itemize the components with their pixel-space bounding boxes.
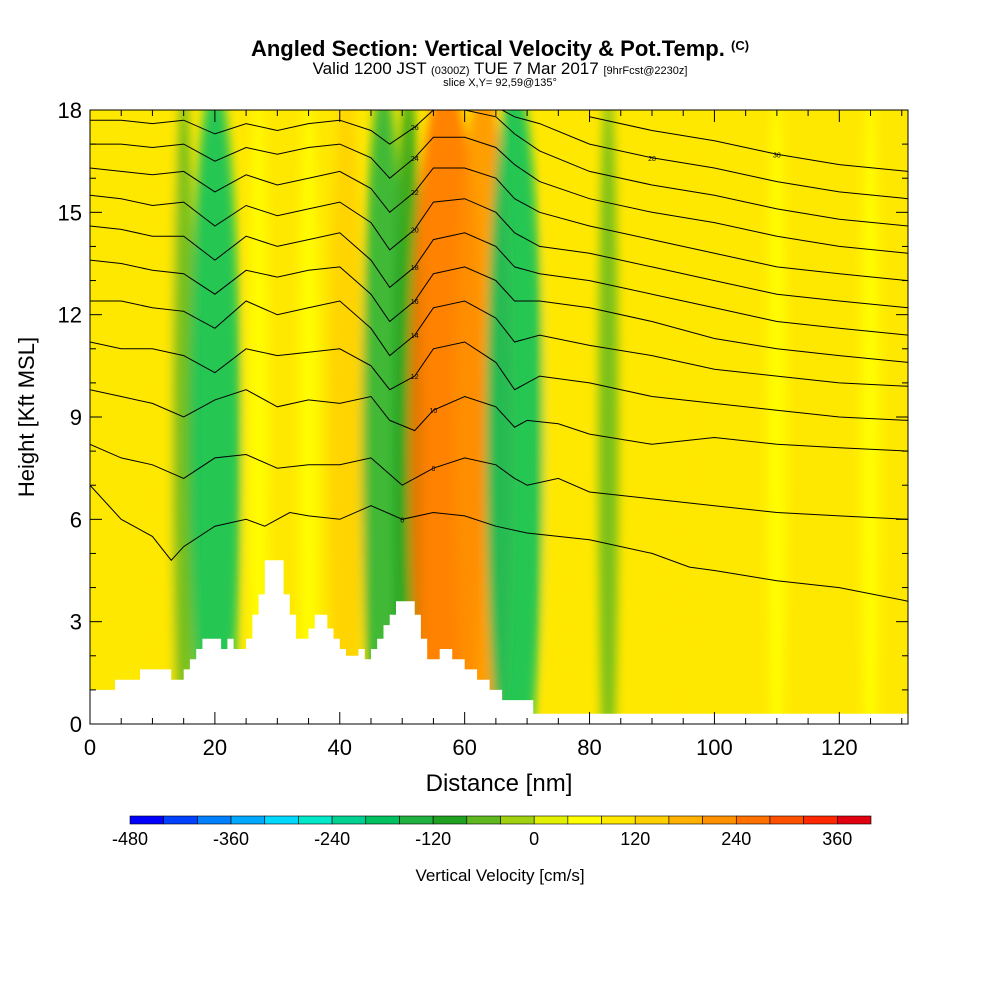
y-tick-label: 15: [58, 200, 82, 225]
velocity-band-3: [248, 110, 269, 724]
velocity-band-14: [766, 110, 787, 724]
colorbar-swatch: [129, 815, 164, 825]
colorbar-tick-label: 0: [529, 829, 539, 849]
velocity-band-11: [546, 110, 570, 724]
x-tick-label: 20: [203, 735, 227, 760]
colorbar-swatch: [399, 815, 434, 825]
slice-info: slice X,Y= 92,59@135°: [443, 77, 557, 89]
colorbar-tick-label: 120: [620, 829, 650, 849]
contour-label: 18: [411, 265, 419, 272]
velocity-band-2: [189, 110, 241, 724]
colorbar-swatch: [567, 815, 602, 825]
colorbar-tick-label: 240: [721, 829, 751, 849]
x-tick-label: 100: [696, 735, 733, 760]
contour-label: 28: [648, 156, 656, 163]
forecast-info: [9hrFcst@2230z]: [603, 65, 688, 77]
y-tick-label: 12: [58, 303, 82, 328]
contour-label: 10: [430, 408, 438, 415]
theta-contour-26: [90, 110, 908, 227]
velocity-band-12: [598, 110, 619, 724]
colorbar-swatch: [634, 815, 670, 825]
colorbar-swatch: [702, 815, 737, 825]
contour-label: 24: [411, 156, 419, 163]
theta-contour-16: [90, 259, 908, 363]
contour-label: 22: [411, 190, 419, 197]
velocity-band-5: [328, 110, 364, 724]
colorbar-swatch: [500, 815, 535, 825]
colorbar-tick-label: -480: [112, 829, 148, 849]
contour-label: 12: [411, 374, 419, 381]
colorbar-swatch: [803, 815, 838, 825]
y-tick-label: 9: [70, 405, 82, 430]
theta-contour-12: [90, 341, 908, 421]
y-tick-label: 6: [70, 507, 82, 532]
theta-contour-14: [90, 300, 908, 387]
contour-label: 8: [431, 466, 435, 473]
velocity-band-4: [298, 110, 319, 724]
x-tick-label: 40: [328, 735, 352, 760]
contour-label: 20: [411, 227, 419, 234]
x-axis-label: Distance [nm]: [426, 770, 573, 797]
colorbar-tick-label: -360: [213, 829, 249, 849]
velocity-band-10: [486, 110, 544, 724]
colorbar-swatch: [163, 815, 198, 825]
theta-contour-28: [501, 110, 908, 200]
theta-contour-30: [589, 116, 908, 172]
colorbar-swatch: [735, 815, 771, 825]
colorbar-swatch: [432, 815, 468, 825]
valid-prefix: Valid 1200 JST: [312, 59, 427, 78]
colorbar-swatch: [230, 815, 266, 825]
colorbar-tick-label: -240: [314, 829, 350, 849]
contour-label: 30: [773, 152, 781, 159]
valid-date: TUE 7 Mar 2017: [474, 59, 599, 78]
colorbar-tick-label: -120: [415, 829, 451, 849]
theta-contour-20: [90, 194, 908, 309]
valid-z: (0300Z): [431, 65, 470, 77]
colorbar-swatch: [668, 815, 703, 825]
velocity-band-0: [150, 110, 180, 724]
y-tick-label: 18: [58, 98, 82, 123]
theta-contour-10: [90, 389, 908, 452]
colorbar-swatch: [365, 815, 400, 825]
velocity-band-15: [860, 110, 881, 724]
colorbar-swatch: [769, 815, 804, 825]
chart-title: Angled Section: Vertical Velocity & Pot.…: [0, 36, 1000, 62]
theta-contour-22: [90, 167, 908, 282]
chart-title-main: Angled Section: Vertical Velocity & Pot.…: [250, 36, 725, 61]
y-tick-label: 3: [70, 610, 82, 635]
theta-contour-24: [90, 136, 908, 254]
contour-label: 16: [411, 299, 419, 306]
y-axis-label: Height [Kft MSL]: [14, 337, 39, 497]
x-tick-label: 120: [821, 735, 858, 760]
x-tick-label: 60: [452, 735, 476, 760]
colorbar-swatch: [533, 815, 569, 825]
colorbar-label: Vertical Velocity [cm/s]: [415, 866, 584, 885]
colorbar-swatch: [264, 815, 299, 825]
colorbar-swatch: [331, 815, 367, 825]
contour-label: 6: [400, 517, 404, 524]
theta-contour-18: [90, 225, 908, 336]
theta-contour-8: [90, 443, 908, 520]
colorbar-swatch: [837, 815, 872, 825]
y-tick-label: 0: [70, 712, 82, 737]
terrain-mask: [90, 560, 908, 724]
contour-label: 14: [411, 333, 419, 340]
colorbar-tick-label: 360: [822, 829, 852, 849]
colorbar-swatch: [197, 815, 232, 825]
colorbar-swatch: [298, 815, 333, 825]
colorbar-swatch: [601, 815, 636, 825]
chart-title-unit: (C): [731, 38, 750, 53]
colorbar-swatch: [466, 815, 501, 825]
velocity-band-13: [668, 110, 698, 724]
x-tick-label: 0: [84, 735, 96, 760]
chart-subtitle: Valid 1200 JST (0300Z) TUE 7 Mar 2017 [9…: [0, 60, 1000, 80]
contour-label: 26: [411, 125, 419, 132]
theta-contour-6: [90, 484, 908, 602]
x-tick-label: 80: [577, 735, 601, 760]
